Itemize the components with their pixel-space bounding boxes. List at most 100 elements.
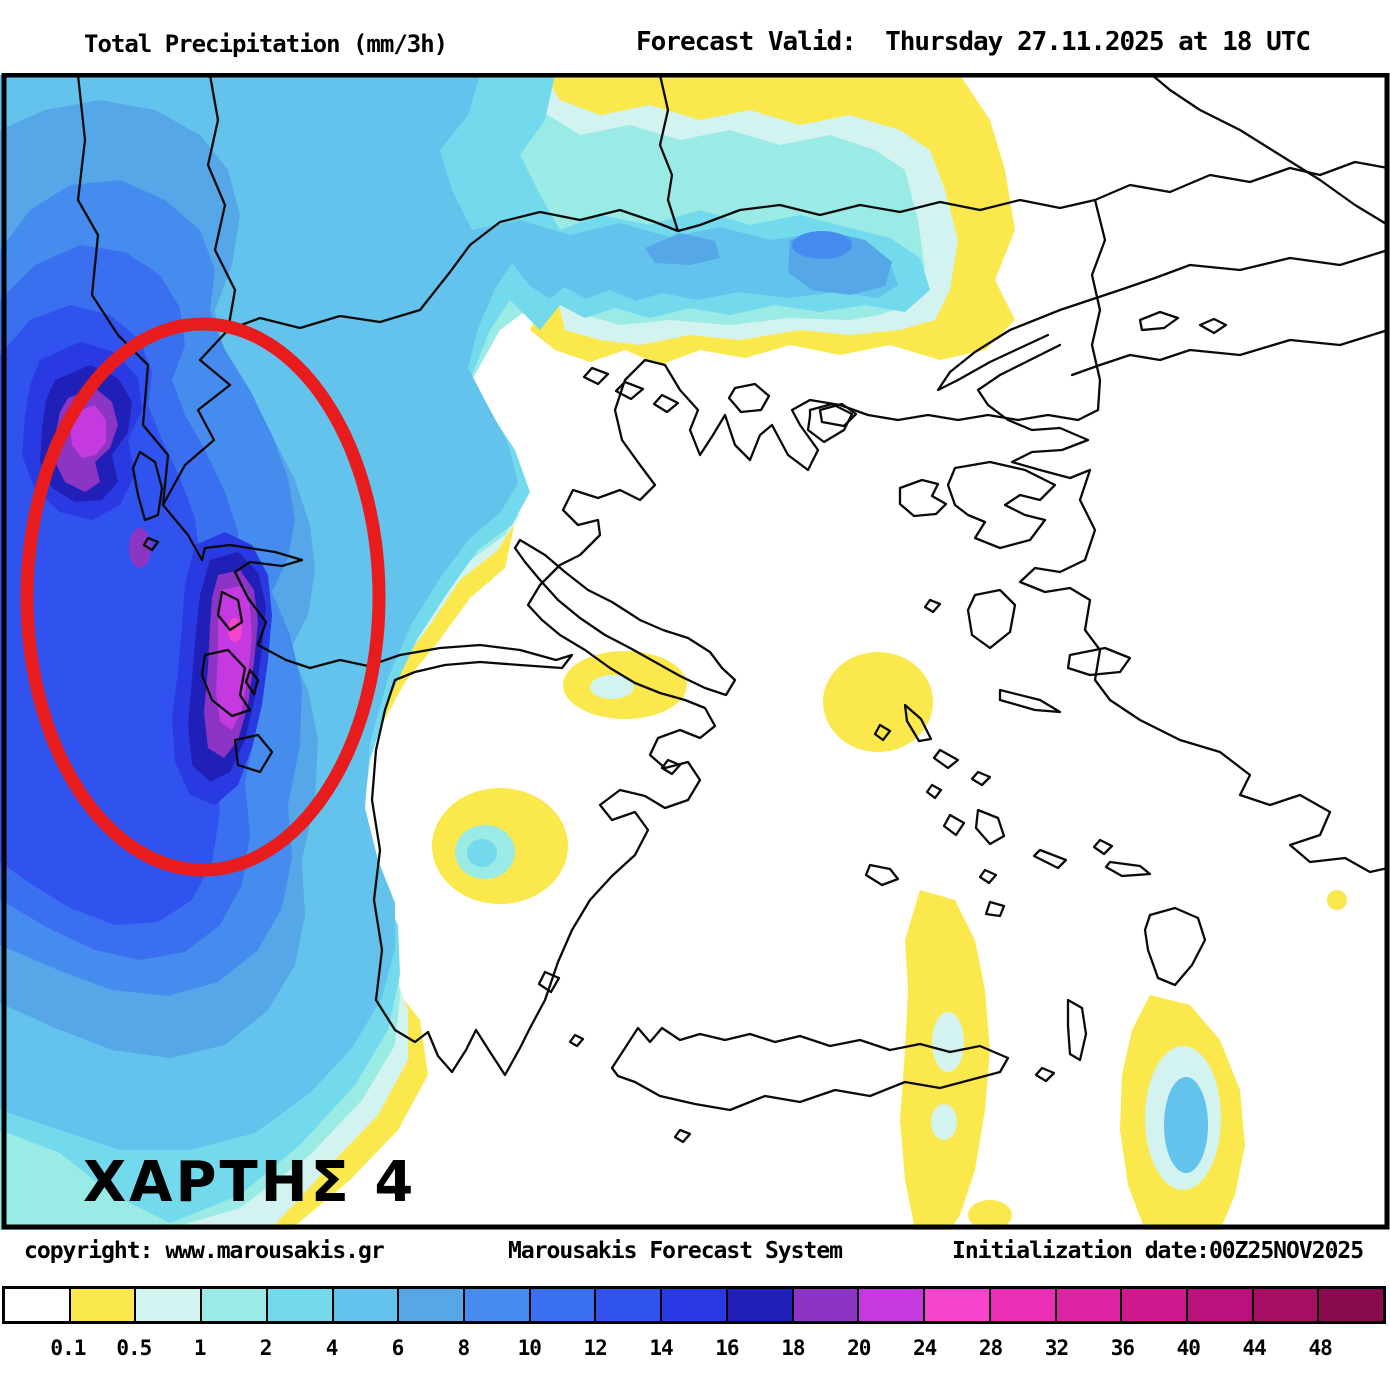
- colorbar-cell-0: [5, 1289, 71, 1321]
- init-date-label: Initialization date:00Z25NOV2025: [952, 1238, 1364, 1264]
- colorbar-cell-2: [136, 1289, 203, 1321]
- colorbar-tick-10: 10: [517, 1336, 542, 1360]
- island-rhodes: [1143, 906, 1207, 987]
- border-north-greece: [226, 198, 1097, 332]
- colorbar-cell-1: [70, 1289, 137, 1321]
- island-antikythira: [568, 1033, 585, 1048]
- precipitation-colorbar: [2, 1286, 1386, 1324]
- colorbar-cell-12: [793, 1289, 860, 1321]
- colorbar-tick-24: 24: [913, 1336, 937, 1360]
- coast-marmara-north: [936, 248, 1390, 392]
- colorbar-tick-36: 36: [1110, 1336, 1135, 1360]
- forecast-valid-label: Forecast Valid: Thursday 27.11.2025 at 1…: [636, 27, 1311, 57]
- border-nmk-bulgaria: [658, 73, 680, 233]
- coastlines: [76, 73, 1390, 1144]
- colorbar-cell-8: [530, 1289, 597, 1321]
- island-aegina: [660, 758, 682, 776]
- map-border: [1, 72, 1390, 1230]
- colorbar-tick-20: 20: [847, 1336, 871, 1360]
- precip-evia-yellow: [823, 652, 933, 752]
- island-ithaca: [244, 668, 260, 696]
- island-kythira: [537, 970, 561, 994]
- island-marmara-2: [1198, 317, 1228, 335]
- colorbar-cell-18: [1187, 1289, 1254, 1321]
- colorbar-cell-11: [727, 1289, 794, 1321]
- island-lefkada: [216, 590, 244, 632]
- island-chios: [966, 588, 1017, 650]
- precip-dot-south: [968, 1200, 1012, 1230]
- colorbar-cell-19: [1253, 1289, 1320, 1321]
- colorbar-cell-16: [1056, 1289, 1123, 1321]
- island-ikaria: [998, 688, 1062, 714]
- precip-18-20-spot: [129, 528, 151, 568]
- colorbar-tick-18: 18: [781, 1336, 805, 1360]
- border-bulgaria-turkey: [1093, 160, 1390, 202]
- island-paros: [942, 813, 966, 837]
- island-psara: [923, 598, 942, 614]
- colorbar-tick-48: 48: [1308, 1336, 1332, 1360]
- precipitation-map-svg: ΧΑΡΤΗΣ 4: [0, 72, 1390, 1230]
- colorbar-cell-9: [596, 1289, 663, 1321]
- colorbar-cell-7: [465, 1289, 531, 1321]
- border-greece-turkey-evros: [1090, 198, 1107, 412]
- colorbar-cell-17: [1122, 1289, 1188, 1321]
- colorbar-tick-0.1: 0.1: [50, 1336, 86, 1360]
- colorbar-tick-32: 32: [1044, 1336, 1069, 1360]
- colorbar-cell-3: [202, 1289, 268, 1321]
- precip-rhodes-core2: [1164, 1077, 1208, 1173]
- red-ellipse-annotation: [20, 317, 386, 877]
- border-albania-vertical: [206, 73, 237, 332]
- colorbar-tick-6: 6: [391, 1336, 405, 1360]
- precipitation-layers: [0, 75, 1347, 1230]
- colorbar-tick-2: 2: [259, 1336, 273, 1360]
- colorbar-tick-44: 44: [1242, 1336, 1267, 1360]
- colorbar-tick-0.5: 0.5: [116, 1336, 152, 1360]
- map-title: Total Precipitation (mm/3h): [84, 30, 448, 58]
- island-naxos: [974, 808, 1006, 846]
- precip-dot-se: [1327, 890, 1347, 910]
- island-andros: [903, 703, 933, 743]
- island-thassos: [727, 382, 771, 414]
- colorbar-tick-1: 1: [193, 1336, 207, 1360]
- coast-black-sea: [1150, 73, 1390, 227]
- precip-crete-core1: [932, 1012, 964, 1072]
- island-marmara-1: [1138, 310, 1180, 332]
- island-milos: [864, 863, 900, 887]
- island-crete: [610, 1026, 1010, 1112]
- colorbar-cell-6: [399, 1289, 466, 1321]
- colorbar-tick-8: 8: [457, 1336, 471, 1360]
- island-kos: [1104, 860, 1152, 878]
- colorbar-cell-13: [859, 1289, 926, 1321]
- colorbar-cell-5: [333, 1289, 400, 1321]
- copyright-label: copyright: www.marousakis.gr: [24, 1238, 385, 1264]
- map-area: ΧΑΡΤΗΣ 4: [0, 72, 1390, 1230]
- island-amorgos: [1032, 848, 1068, 870]
- precip-6-8-thessaloniki: [645, 233, 720, 265]
- system-label: Marousakis Forecast System: [508, 1238, 843, 1264]
- colorbar-cell-15: [990, 1289, 1057, 1321]
- precip-8-10-thrace: [792, 231, 852, 259]
- island-santorini: [984, 900, 1006, 918]
- island-sporades-3: [652, 393, 680, 414]
- colorbar-cell-20: [1319, 1289, 1384, 1321]
- island-limnos: [898, 478, 948, 518]
- island-karpathos: [1066, 998, 1088, 1062]
- island-kea: [873, 723, 892, 742]
- island-gavdos: [673, 1128, 692, 1144]
- colorbar-tick-40: 40: [1176, 1336, 1201, 1360]
- island-zakynthos: [233, 733, 274, 774]
- island-lesvos: [946, 460, 1057, 550]
- island-evia: [513, 538, 737, 697]
- island-kasos: [1034, 1066, 1056, 1083]
- island-samos: [1066, 646, 1132, 677]
- island-ios: [978, 868, 998, 885]
- island-sporades-1: [582, 366, 610, 386]
- island-corfu: [131, 450, 164, 522]
- precip-peloponnese-core2: [467, 839, 497, 867]
- precip-20-24-core-north: [70, 405, 106, 458]
- precip-athens-core: [590, 675, 634, 699]
- island-samothrace: [818, 402, 858, 428]
- colorbar-cell-10: [662, 1289, 728, 1321]
- island-kefalonia: [200, 648, 252, 718]
